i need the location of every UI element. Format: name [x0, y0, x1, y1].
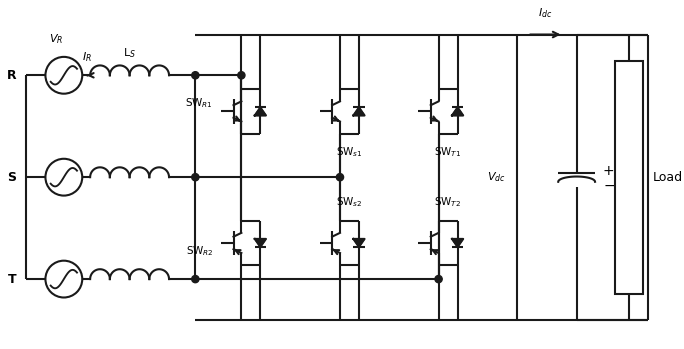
Text: $I_R$: $I_R$ [82, 50, 92, 64]
Text: T: T [8, 273, 16, 285]
Text: +: + [603, 164, 614, 178]
Bar [616, 61, 643, 294]
Text: $-$: $-$ [603, 178, 615, 192]
Text: C: C [616, 171, 625, 184]
Circle shape [192, 275, 199, 283]
Text: SW$_{R1}$: SW$_{R1}$ [185, 97, 213, 110]
Text: S: S [8, 171, 16, 184]
Circle shape [435, 275, 442, 283]
Circle shape [192, 173, 199, 181]
Circle shape [192, 72, 199, 79]
Text: SW$_{R2}$: SW$_{R2}$ [185, 244, 213, 258]
Polygon shape [452, 107, 463, 116]
Text: $I_{dc}$: $I_{dc}$ [538, 6, 553, 20]
Polygon shape [452, 239, 463, 247]
Text: Load: Load [653, 171, 683, 184]
Text: R: R [7, 69, 16, 82]
Text: SW$_{T2}$: SW$_{T2}$ [434, 195, 462, 209]
Text: SW$_{s1}$: SW$_{s1}$ [336, 146, 363, 159]
Polygon shape [354, 107, 365, 116]
Text: L$_S$: L$_S$ [123, 46, 136, 60]
Polygon shape [354, 239, 365, 247]
Circle shape [238, 72, 245, 79]
Text: $V_R$: $V_R$ [49, 32, 63, 46]
Circle shape [337, 173, 343, 181]
Text: SW$_{T1}$: SW$_{T1}$ [434, 146, 462, 159]
Polygon shape [254, 107, 266, 116]
Text: $V_{dc}$: $V_{dc}$ [487, 170, 505, 184]
Polygon shape [254, 239, 266, 247]
Text: SW$_{s2}$: SW$_{s2}$ [336, 195, 363, 209]
